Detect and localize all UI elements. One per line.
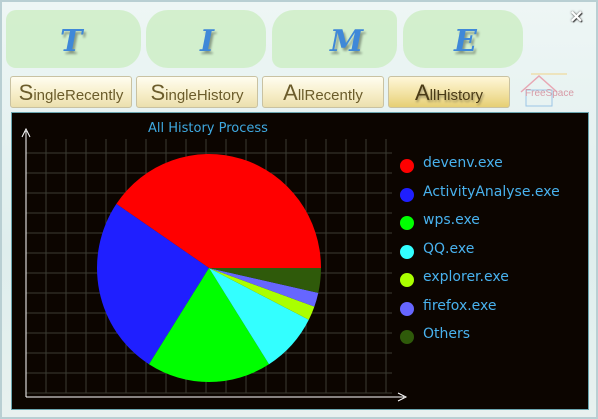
x-axis-arrow [397,392,408,402]
pie-slice-wps-exe [148,268,270,382]
pie-slice-qq-exe [209,268,309,365]
puzzle-piece-4 [403,10,523,68]
title-letter-m: M [330,24,364,59]
legend-swatch [400,187,414,202]
legend-swatch [400,330,414,344]
legend-item: QQ.exe [400,241,580,265]
tab-single-history[interactable]: SingleHistory [136,76,258,108]
legend-label: ActivityAnalyse.exe [423,183,560,200]
legend-swatch [400,244,414,259]
freespace-logo: FreeSpace [517,70,577,110]
chart-axes [21,127,408,402]
legend-label: Others [423,326,471,342]
chart-title: All History Process [148,121,268,136]
title-letter-t: T [60,24,83,59]
legend-item: Others [400,326,580,350]
tab-label-cap: S [150,80,166,105]
puzzle-piece-1 [6,10,141,68]
chart-panel: All History Process devenv.exe ActivityAn… [11,112,589,410]
legend-label: devenv.exe [423,155,503,171]
legend-item: ActivityAnalyse.exe [400,184,580,208]
tab-label-rest: ingleRecently [33,87,124,104]
legend-swatch [400,301,414,316]
close-button[interactable]: × [568,6,584,27]
legend-item: devenv.exe [400,155,580,179]
logo-text: FreeSpace [525,88,574,99]
legend-label: explorer.exe [423,269,509,285]
puzzle-piece-3 [272,10,397,68]
legend-item: wps.exe [400,212,580,236]
title-letter-e: E [454,24,477,59]
tab-all-recently[interactable]: AllRecently [262,76,384,108]
tab-label-cap: A [283,80,298,105]
puzzle-piece-2 [146,10,266,68]
pie-slices [97,153,321,382]
header-banner: T I M E [6,4,526,74]
tab-label-rest: llHistory [429,87,484,104]
tab-label-cap: S [18,80,34,105]
tab-single-recently[interactable]: SingleRecently [10,76,132,108]
y-axis-arrow [21,127,31,138]
pie-slice-firefox-exe [209,268,319,307]
pie-slice-others [209,268,321,293]
legend-swatch [400,159,414,173]
pie-slice-explorer-exe [209,268,315,320]
house-logo-icon [520,73,567,107]
pie-slice-activityanalyse-exe [97,203,209,365]
pie-chart [21,127,408,402]
legend-swatch [400,216,414,230]
legend-swatch [400,273,414,287]
pie-slice-devenv-exe [116,153,321,268]
tab-label-rest: llRecently [297,87,363,104]
tab-all-history[interactable]: AllHistory [388,76,510,108]
legend-item: explorer.exe [400,269,580,293]
title-letter-i: I [200,24,215,59]
legend-label: firefox.exe [423,297,497,314]
legend-item: firefox.exe [400,298,580,322]
tab-label-cap: A [414,80,430,105]
tab-label-rest: ingleHistory [165,87,244,104]
legend-label: wps.exe [423,212,480,228]
legend-label: QQ.exe [423,240,475,257]
